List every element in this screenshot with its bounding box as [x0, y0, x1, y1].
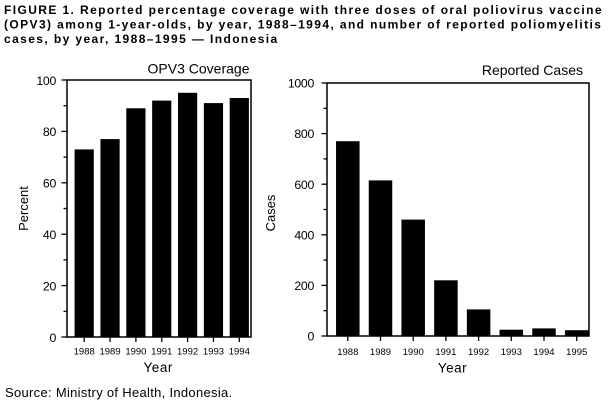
svg-text:cases, by year, 1988–1995 — In: cases, by year, 1988–1995 — Indonesia [4, 32, 279, 46]
svg-text:1992: 1992 [177, 347, 198, 358]
svg-text:1988: 1988 [337, 347, 358, 358]
svg-text:600: 600 [294, 178, 314, 192]
svg-text:Percent: Percent [16, 186, 31, 231]
svg-text:Source: Ministry of Health, In: Source: Ministry of Health, Indonesia. [5, 385, 232, 400]
svg-text:Cases: Cases [263, 194, 278, 231]
svg-text:1993: 1993 [501, 347, 522, 358]
svg-text:Year: Year [144, 360, 173, 375]
svg-text:100: 100 [36, 74, 56, 88]
svg-text:1994: 1994 [533, 347, 554, 358]
svg-text:1000: 1000 [288, 77, 315, 91]
svg-text:1990: 1990 [403, 347, 424, 358]
svg-text:1994: 1994 [229, 347, 250, 358]
svg-text:1991: 1991 [151, 347, 172, 358]
svg-text:1988: 1988 [74, 347, 95, 358]
svg-text:0: 0 [307, 330, 314, 344]
svg-text:1989: 1989 [99, 347, 120, 358]
svg-text:FIGURE 1. Reported percentage: FIGURE 1. Reported percentage coverage w… [4, 3, 603, 17]
svg-text:1993: 1993 [203, 347, 224, 358]
svg-text:Reported Cases: Reported Cases [482, 62, 583, 78]
svg-text:400: 400 [294, 228, 314, 242]
svg-text:20: 20 [43, 279, 57, 293]
svg-text:(OPV3) among 1-year-olds, by y: (OPV3) among 1-year-olds, by year, 1988–… [4, 18, 602, 32]
svg-text:1989: 1989 [370, 347, 391, 358]
svg-text:1995: 1995 [566, 347, 587, 358]
svg-text:200: 200 [294, 279, 314, 293]
svg-text:Year: Year [438, 361, 467, 376]
svg-text:800: 800 [294, 127, 314, 141]
svg-text:1992: 1992 [468, 347, 489, 358]
svg-text:40: 40 [43, 228, 57, 242]
svg-text:60: 60 [43, 177, 57, 191]
svg-text:80: 80 [43, 125, 57, 139]
svg-text:0: 0 [49, 331, 56, 345]
svg-text:1990: 1990 [125, 347, 146, 358]
svg-text:1991: 1991 [435, 347, 456, 358]
svg-text:OPV3 Coverage: OPV3 Coverage [148, 61, 250, 77]
